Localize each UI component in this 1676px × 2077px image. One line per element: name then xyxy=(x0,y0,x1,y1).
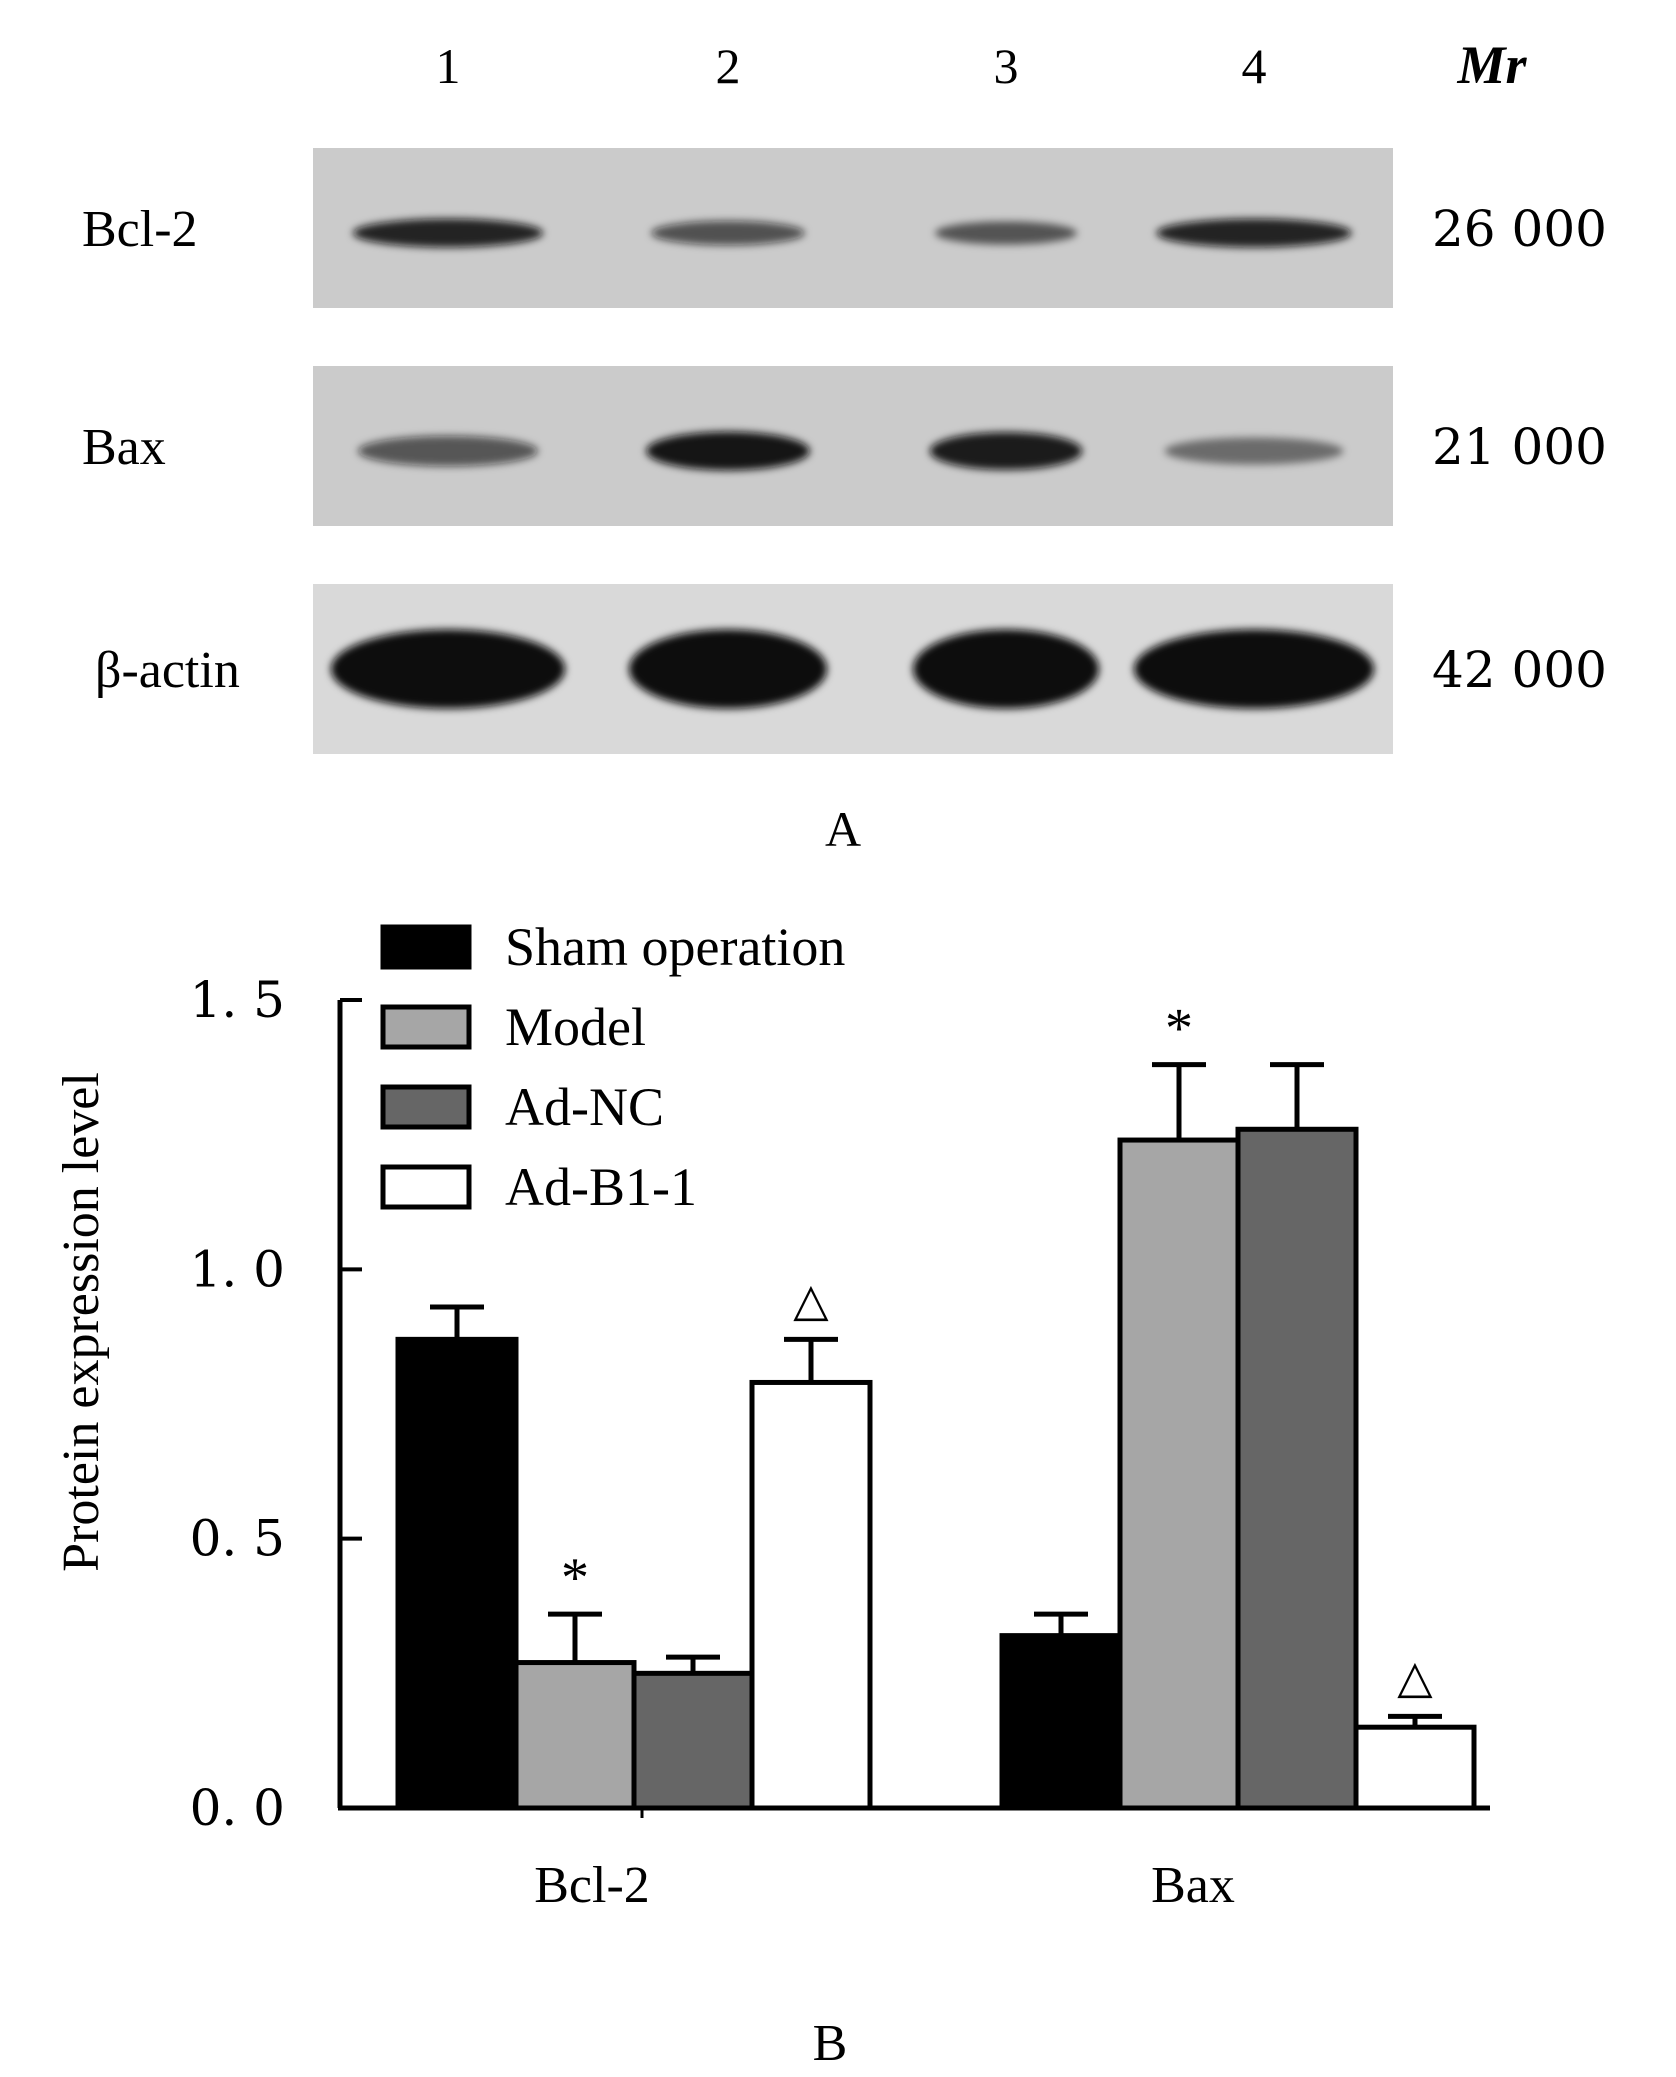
blot-row-1: Bcl-2 26 000 xyxy=(82,148,1607,308)
lane-label-3: 3 xyxy=(994,38,1019,94)
legend-swatch xyxy=(380,924,472,970)
band-lane-2 xyxy=(629,629,827,709)
mr-header: Mr xyxy=(1456,35,1527,95)
significance-triangle: △ xyxy=(1397,1651,1433,1702)
y-tick-label: 0. 0 xyxy=(190,1779,285,1837)
bar-Bcl-2-Ad-NC xyxy=(631,1670,755,1811)
band-lane-2 xyxy=(651,220,805,246)
legend-swatch xyxy=(380,1084,472,1130)
blot-row-3: β-actin 42 000 xyxy=(95,584,1607,754)
bar-Bcl-2-Model xyxy=(513,1660,637,1811)
bar-Bcl-2-Ad-B1-1 xyxy=(749,1379,873,1811)
y-axis-title: Protein expression level xyxy=(53,1072,110,1572)
y-tick-label: 0. 5 xyxy=(190,1510,285,1568)
y-tick-label: 1. 0 xyxy=(190,1240,285,1298)
blot-rows: Bcl-2 26 000 Bax 21 000 β-actin 42 000 xyxy=(82,148,1607,754)
significance-asterisk: * xyxy=(561,1547,589,1609)
y-tick-label: 1. 5 xyxy=(190,971,285,1029)
western-blot-panel: 1 2 3 4 Mr Bcl-2 26 000 Bax 21 000 β-actin 42 00… xyxy=(82,35,1607,857)
band-lane-4 xyxy=(1164,437,1344,465)
lane-label-2: 2 xyxy=(716,38,741,94)
band-lane-3 xyxy=(929,432,1083,470)
band-lane-3 xyxy=(913,629,1099,709)
band-lane-1 xyxy=(331,629,565,709)
protein-label: Bax xyxy=(82,419,166,476)
bars: * * △ △ xyxy=(395,998,1477,1818)
legend: Sham operation Model Ad-NC Ad-B1-1 xyxy=(380,917,845,1217)
lane-label-1: 1 xyxy=(436,38,461,94)
bar-Bax-Model xyxy=(1117,1137,1241,1811)
significance-asterisk: * xyxy=(1165,998,1193,1060)
legend-swatch xyxy=(380,1164,472,1210)
lane-label-4: 4 xyxy=(1242,38,1267,94)
protein-label: Bcl-2 xyxy=(82,201,198,258)
band-lane-1 xyxy=(352,218,544,248)
protein-label: β-actin xyxy=(95,642,240,699)
molecular-weight-label: 21 000 xyxy=(1432,418,1607,476)
blot-row-2: Bax 21 000 xyxy=(82,366,1607,526)
significance-triangle: △ xyxy=(793,1274,829,1325)
lane-labels: 1 2 3 4 xyxy=(436,38,1267,94)
legend-label: Sham operation xyxy=(505,917,845,977)
category-label: Bcl-2 xyxy=(534,1857,650,1914)
band-lane-4 xyxy=(1134,629,1374,709)
bar-Bax-Ad-B1-1 xyxy=(1353,1724,1477,1811)
molecular-weight-label: 26 000 xyxy=(1432,200,1607,258)
band-lane-3 xyxy=(934,221,1078,245)
legend-swatch xyxy=(380,1004,472,1050)
band-lane-1 xyxy=(357,435,539,467)
legend-label: Ad-NC xyxy=(505,1077,664,1137)
bar-Bax-Sham operation xyxy=(999,1633,1123,1811)
category-labels: Bcl-2 Bax xyxy=(534,1857,1235,1914)
band-lane-4 xyxy=(1156,218,1352,248)
category-label: Bax xyxy=(1151,1857,1235,1914)
molecular-weight-label: 42 000 xyxy=(1432,641,1607,699)
legend-label: Model xyxy=(505,997,646,1057)
band-lane-2 xyxy=(646,431,810,471)
bar-Bax-Ad-NC xyxy=(1235,1126,1359,1811)
bar-Bcl-2-Sham operation xyxy=(395,1336,519,1811)
panel-a-label: A xyxy=(825,801,861,857)
panel-b-label: B xyxy=(813,2015,848,2072)
y-ticks: 0. 0 0. 5 1. 0 1. 5 xyxy=(190,971,362,1837)
legend-label: Ad-B1-1 xyxy=(505,1157,697,1217)
bar-chart-panel: Protein expression level 0. 0 0. 5 1. 0 1. … xyxy=(53,917,1490,2072)
